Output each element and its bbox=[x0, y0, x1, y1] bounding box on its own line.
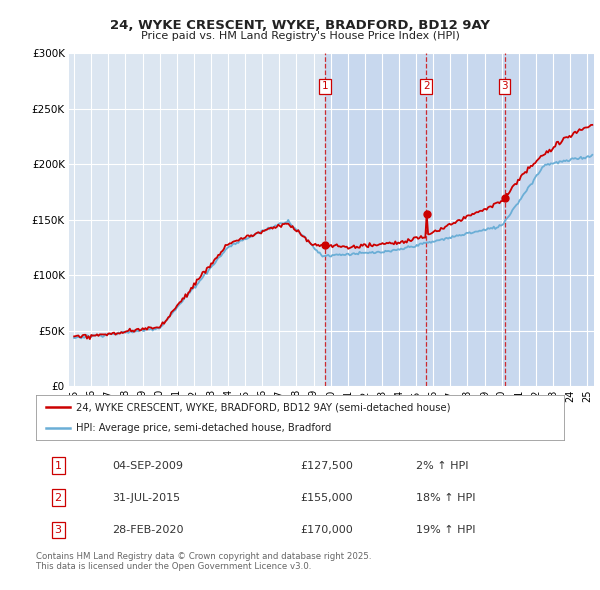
Text: Contains HM Land Registry data © Crown copyright and database right 2025.
This d: Contains HM Land Registry data © Crown c… bbox=[36, 552, 371, 571]
Text: 18% ↑ HPI: 18% ↑ HPI bbox=[416, 493, 476, 503]
Text: 1: 1 bbox=[55, 461, 62, 470]
Text: £170,000: £170,000 bbox=[300, 525, 353, 535]
Text: 3: 3 bbox=[501, 81, 508, 91]
Text: £155,000: £155,000 bbox=[300, 493, 353, 503]
Text: HPI: Average price, semi-detached house, Bradford: HPI: Average price, semi-detached house,… bbox=[76, 422, 331, 432]
Text: 04-SEP-2009: 04-SEP-2009 bbox=[113, 461, 184, 470]
Text: 24, WYKE CRESCENT, WYKE, BRADFORD, BD12 9AY: 24, WYKE CRESCENT, WYKE, BRADFORD, BD12 … bbox=[110, 19, 490, 32]
Text: £127,500: £127,500 bbox=[300, 461, 353, 470]
Text: 24, WYKE CRESCENT, WYKE, BRADFORD, BD12 9AY (semi-detached house): 24, WYKE CRESCENT, WYKE, BRADFORD, BD12 … bbox=[76, 402, 450, 412]
Text: 28-FEB-2020: 28-FEB-2020 bbox=[113, 525, 184, 535]
Text: 3: 3 bbox=[55, 525, 62, 535]
Text: 1: 1 bbox=[322, 81, 328, 91]
Text: 2% ↑ HPI: 2% ↑ HPI bbox=[416, 461, 469, 470]
Text: Price paid vs. HM Land Registry's House Price Index (HPI): Price paid vs. HM Land Registry's House … bbox=[140, 31, 460, 41]
Text: 2: 2 bbox=[55, 493, 62, 503]
Text: 2: 2 bbox=[423, 81, 430, 91]
Text: 31-JUL-2015: 31-JUL-2015 bbox=[113, 493, 181, 503]
Text: 19% ↑ HPI: 19% ↑ HPI bbox=[416, 525, 476, 535]
Bar bbox=[325, 53, 594, 386]
